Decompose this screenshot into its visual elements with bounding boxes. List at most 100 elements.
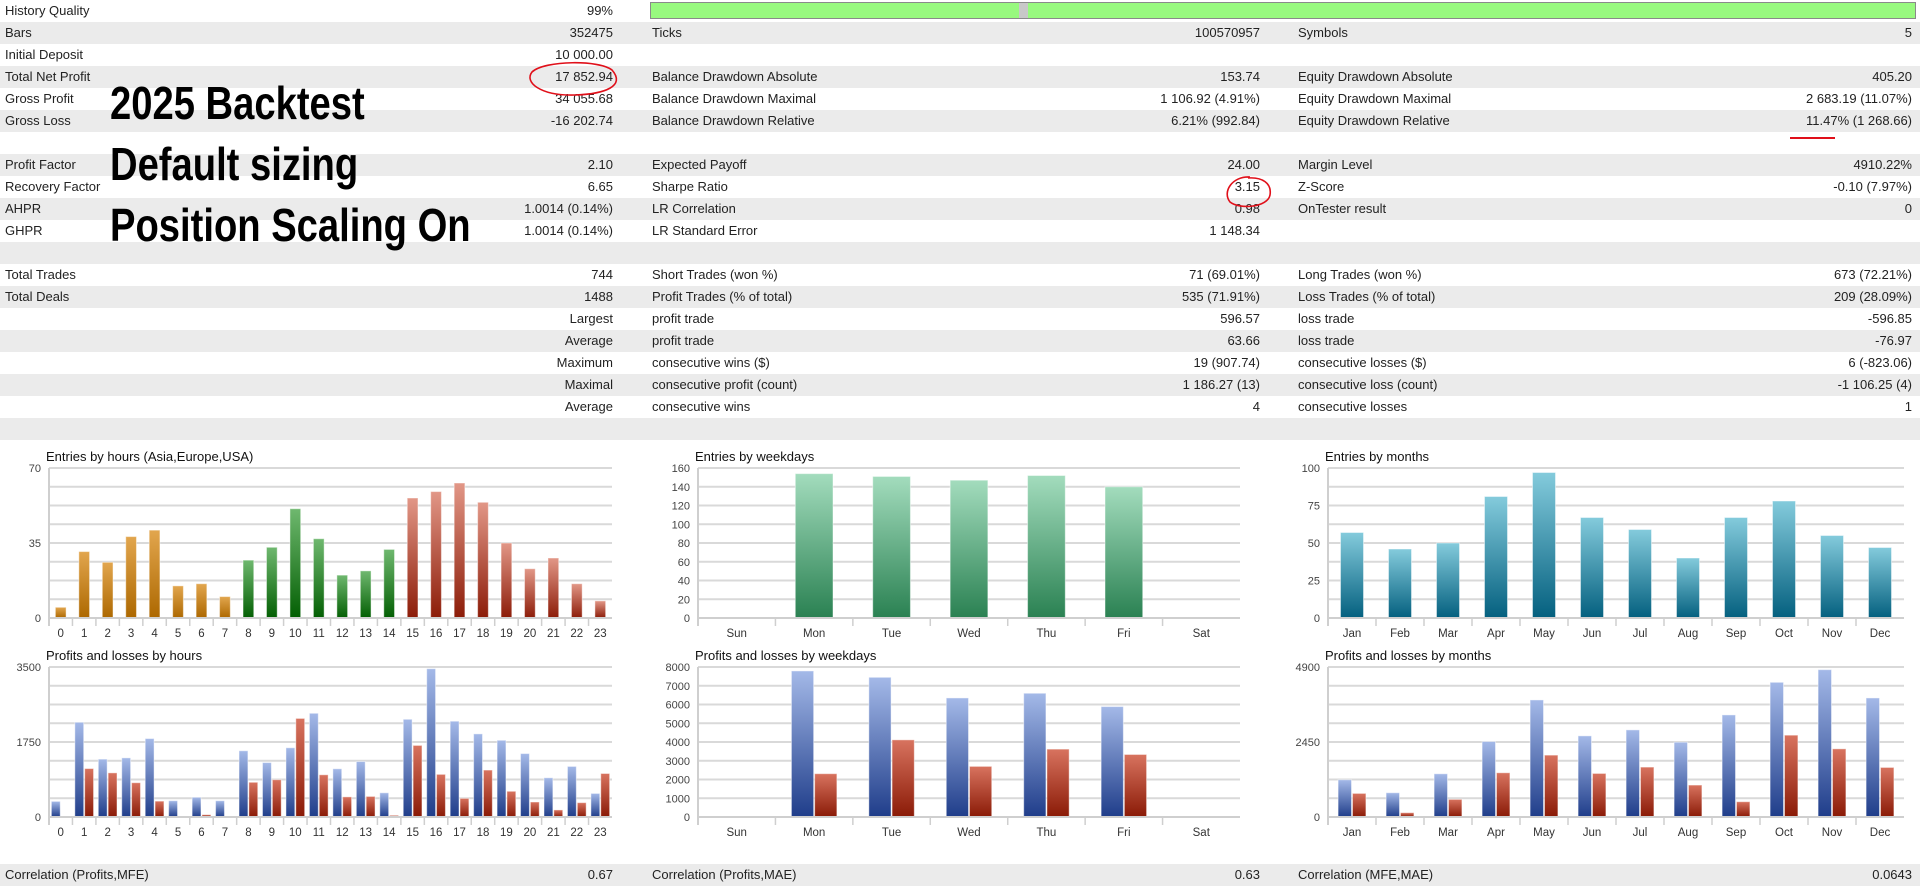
bar [566, 765, 577, 818]
stat-label: Total Deals [5, 289, 70, 304]
x-tick-label: 4 [151, 628, 158, 640]
bar [794, 473, 834, 619]
bar [148, 529, 161, 619]
stat-value: 6 (-823.06) [1848, 355, 1912, 370]
stat-label: Balance Drawdown Maximal [652, 91, 817, 106]
stat-label: consecutive profit (count) [652, 377, 798, 392]
stat-label: Bars [5, 25, 32, 40]
backtest-caption: 2025 Backtest Default sizing Position Sc… [110, 73, 471, 256]
table-row: History Quality 99% [0, 0, 1920, 22]
x-tick-label: Nov [1822, 628, 1843, 640]
bar [121, 757, 132, 818]
x-tick-label: Fri [1117, 628, 1130, 640]
y-tick-label: 3000 [666, 756, 690, 768]
x-tick-label: Dec [1870, 827, 1891, 839]
bar [1628, 529, 1652, 619]
x-tick-label: Tue [882, 628, 901, 640]
x-tick-label: 19 [500, 827, 513, 839]
x-tick-label: Jan [1343, 827, 1362, 839]
x-tick-label: 23 [594, 628, 607, 640]
bar [308, 712, 319, 818]
table-row: Gross Loss -16 202.74 Balance Drawdown Rel… [0, 110, 1920, 132]
stat-value: 63.66 [1227, 333, 1260, 348]
stat-value: -596.85 [1867, 311, 1912, 326]
chart-title: Entries by months [1325, 449, 1430, 464]
bar [547, 557, 560, 619]
x-tick-label: Thu [1037, 827, 1057, 839]
table-row: Maximal consecutive profit (count) 1 186.2… [0, 374, 1920, 396]
x-tick-label: Oct [1775, 628, 1794, 640]
y-tick-label: 20 [678, 594, 690, 606]
x-tick-label: Sep [1726, 628, 1746, 640]
x-tick-label: Mar [1438, 827, 1458, 839]
y-tick-label: 2000 [666, 775, 690, 787]
bar [496, 739, 507, 818]
y-tick-label: 0 [1314, 613, 1320, 625]
y-tick-label: 140 [672, 482, 690, 494]
bar [412, 744, 423, 818]
bar [453, 482, 466, 619]
x-tick-label: Fri [1117, 827, 1130, 839]
table-row: AHPR 1.0014 (0.14%) LR Correlation 0.98 OnTe… [0, 198, 1920, 220]
x-tick-label: 11 [313, 827, 325, 839]
bar [1880, 766, 1895, 818]
x-tick-label: 16 [430, 827, 443, 839]
stat-value: 6.21% (992.84) [1171, 113, 1260, 128]
y-tick-label: 0 [35, 812, 41, 824]
y-tick-label: 50 [1308, 538, 1320, 550]
bar [1340, 532, 1364, 619]
y-tick-label: 0 [684, 812, 690, 824]
bar [594, 600, 607, 619]
bar [1772, 500, 1796, 619]
bar [1484, 496, 1508, 619]
stat-label: AHPR [5, 201, 42, 216]
stat-value: 1 106.92 (4.91%) [1160, 91, 1260, 106]
y-tick-label: 2450 [1296, 737, 1320, 749]
bar [1577, 735, 1592, 818]
bar [426, 668, 437, 818]
stat-value: 2.10 [587, 157, 613, 172]
bar [332, 768, 343, 818]
bar [248, 781, 259, 818]
x-tick-label: 20 [523, 827, 536, 839]
x-tick-label: 18 [477, 628, 490, 640]
stat-value: 24.00 [1227, 157, 1260, 172]
stat-value: 19 (907.74) [1193, 355, 1261, 370]
caption-line-2: Default sizing [110, 138, 359, 190]
bar [342, 796, 353, 818]
caption-line-1: 2025 Backtest [110, 77, 365, 129]
bar [1676, 557, 1700, 619]
x-tick-label: Jun [1583, 628, 1602, 640]
stat-label: profit trade [652, 333, 715, 348]
stat-value: 1 148.34 [1209, 223, 1260, 238]
x-tick-label: Sep [1726, 827, 1746, 839]
bar [814, 773, 838, 818]
bar [1784, 734, 1799, 818]
bar [1123, 753, 1148, 818]
stat-label: LR Standard Error [652, 223, 758, 238]
stat-label: Profit Trades (% of total) [652, 289, 793, 304]
bar [238, 750, 249, 818]
x-tick-label: Apr [1487, 628, 1505, 640]
x-tick-label: Wed [957, 628, 980, 640]
bar [1817, 669, 1832, 818]
x-tick-label: 22 [570, 827, 583, 839]
stat-label: consecutive losses [1298, 399, 1408, 414]
bar [1724, 517, 1748, 619]
stat-value: 4 [1252, 399, 1260, 414]
x-tick-label: Sat [1193, 628, 1211, 640]
bar [477, 501, 489, 619]
stat-value: 405.20 [1872, 69, 1912, 84]
x-tick-label: 5 [175, 628, 181, 640]
stat-value: 673 (72.21%) [1833, 267, 1912, 282]
bar [219, 596, 231, 619]
bar [1023, 692, 1047, 818]
stat-value: 2 683.19 (11.07%) [1806, 91, 1912, 106]
table-row: Total Trades 744 Short Trades (won %) 71 (6… [0, 264, 1920, 286]
x-tick-label: Aug [1678, 827, 1698, 839]
stat-label: loss trade [1298, 311, 1355, 326]
bar [1832, 748, 1847, 818]
stat-value: 4910.22% [1853, 157, 1912, 172]
bar [1448, 798, 1463, 818]
stat-value: 100570957 [1194, 25, 1260, 40]
